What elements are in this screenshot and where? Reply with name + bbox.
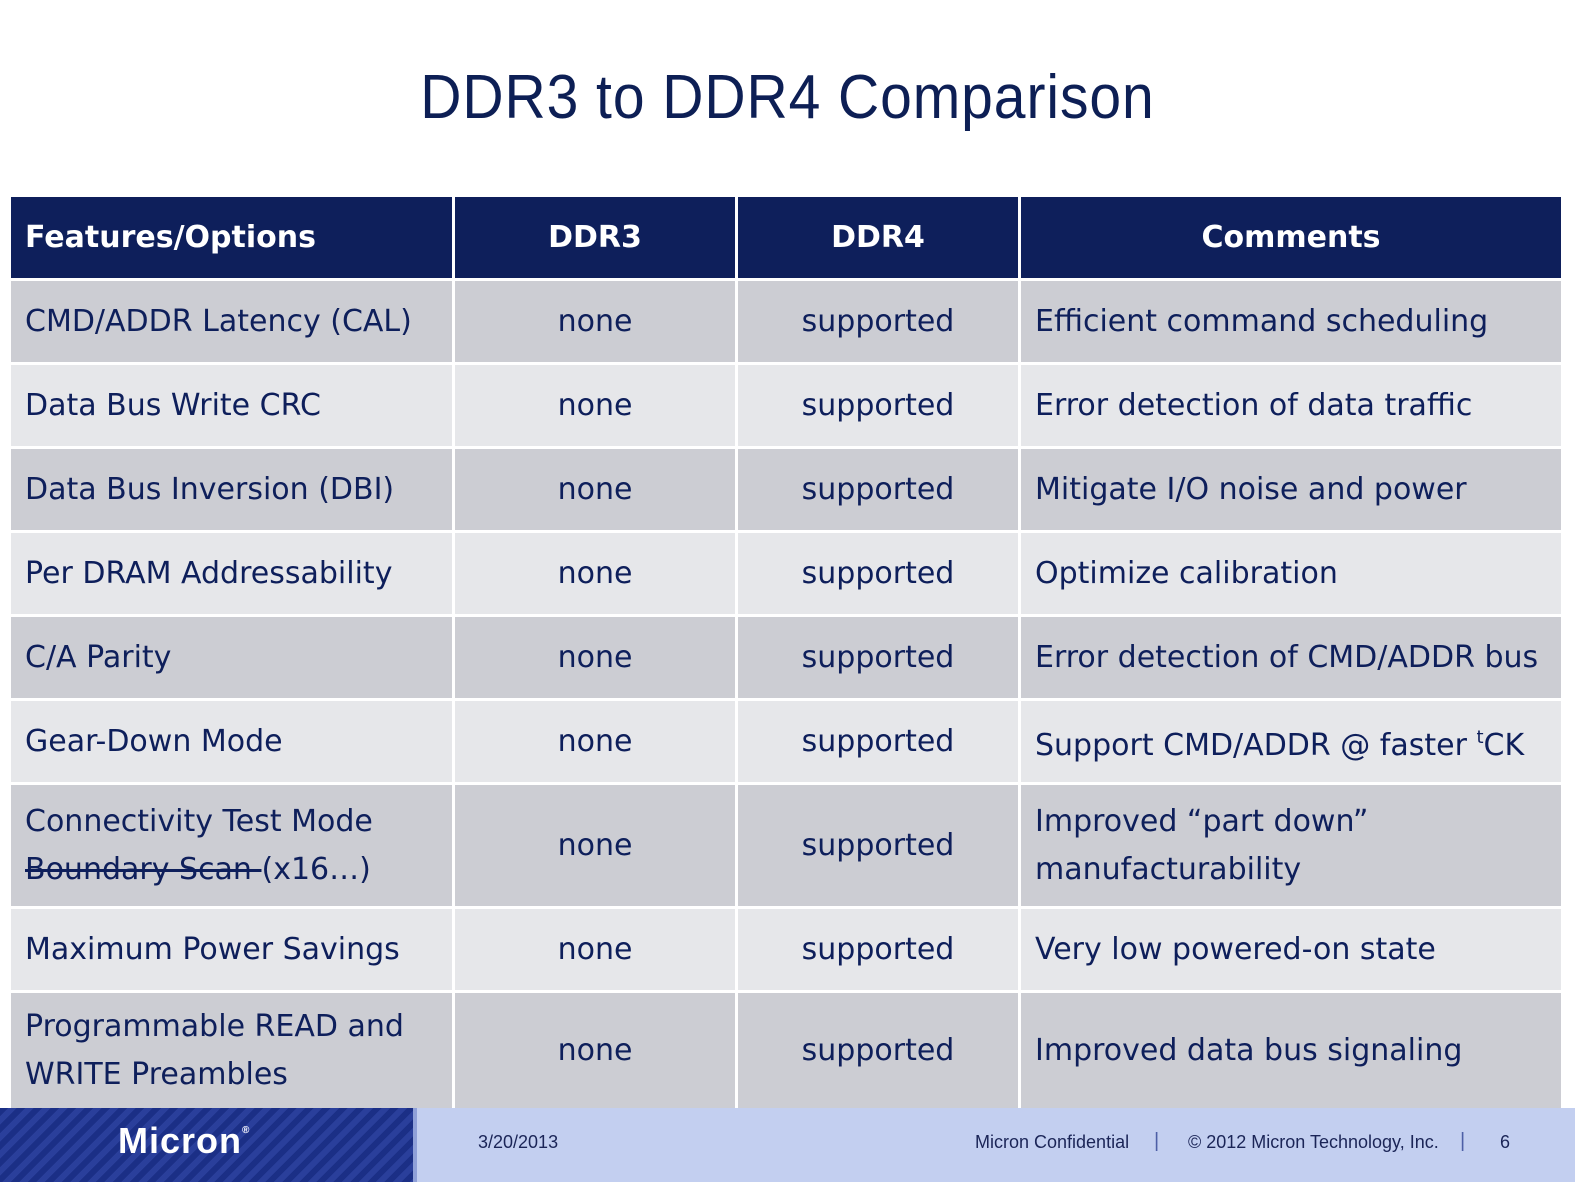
comment-cell: Error detection of data traffic — [1018, 362, 1564, 449]
comment-line: Improved “part down” — [1035, 803, 1369, 839]
header-comments: Comments — [1018, 194, 1564, 281]
table-row: Gear-Down Mode none supported Support CM… — [8, 698, 1564, 785]
comment-superscript: t — [1476, 726, 1484, 748]
ddr3-cell: none — [452, 362, 738, 449]
struck-text: Boundary Scan — [25, 851, 262, 887]
table-row: CMD/ADDR Latency (CAL) none supported Ef… — [8, 278, 1564, 365]
feature-cell: Maximum Power Savings — [8, 906, 455, 993]
table-row: Data Bus Write CRC none supported Error … — [8, 362, 1564, 449]
ddr3-cell: none — [452, 530, 738, 617]
ddr4-cell: supported — [735, 530, 1021, 617]
ddr3-cell: none — [452, 446, 738, 533]
ddr4-cell: supported — [735, 362, 1021, 449]
ddr4-cell: supported — [735, 614, 1021, 701]
ddr3-cell: none — [452, 990, 738, 1111]
table-row: Data Bus Inversion (DBI) none supported … — [8, 446, 1564, 533]
feature-line: WRITE Preambles — [25, 1056, 288, 1092]
table-header-row: Features/Options DDR3 DDR4 Comments — [8, 194, 1564, 281]
ddr4-cell: supported — [735, 278, 1021, 365]
slide-footer: Micron® 3/20/2013 Micron Confidential | … — [0, 1108, 1575, 1182]
comment-text: Support CMD/ADDR @ faster — [1035, 727, 1477, 763]
footer-separator: | — [1154, 1130, 1160, 1152]
ddr4-cell: supported — [735, 782, 1021, 909]
logo-registered-mark: ® — [242, 1125, 251, 1136]
ddr3-cell: none — [452, 698, 738, 785]
footer-copyright: © 2012 Micron Technology, Inc. — [1188, 1132, 1439, 1152]
table-row: Maximum Power Savings none supported Ver… — [8, 906, 1564, 993]
table-row: Per DRAM Addressability none supported O… — [8, 530, 1564, 617]
ddr4-cell: supported — [735, 446, 1021, 533]
feature-line: Programmable READ and — [25, 1008, 404, 1044]
feature-cell: Programmable READ and WRITE Preambles — [8, 990, 455, 1111]
ddr3-cell: none — [452, 782, 738, 909]
logo-panel: Micron® — [0, 1108, 417, 1182]
comment-cell: Optimize calibration — [1018, 530, 1564, 617]
header-ddr4: DDR4 — [735, 194, 1021, 281]
table-row: Programmable READ and WRITE Preambles no… — [8, 990, 1564, 1111]
feature-cell: Gear-Down Mode — [8, 698, 455, 785]
comment-cell: Error detection of CMD/ADDR bus — [1018, 614, 1564, 701]
ddr4-cell: supported — [735, 906, 1021, 993]
feature-cell: Data Bus Write CRC — [8, 362, 455, 449]
comment-tail: CK — [1483, 727, 1525, 763]
table-row: C/A Parity none supported Error detectio… — [8, 614, 1564, 701]
feature-cell: C/A Parity — [8, 614, 455, 701]
feature-cell: Per DRAM Addressability — [8, 530, 455, 617]
feature-line: Connectivity Test Mode — [25, 803, 373, 839]
comment-cell: Support CMD/ADDR @ faster tCK — [1018, 698, 1564, 785]
comment-cell: Mitigate I/O noise and power — [1018, 446, 1564, 533]
comment-cell: Efficient command scheduling — [1018, 278, 1564, 365]
comment-line: manufacturability — [1035, 851, 1302, 887]
micron-logo: Micron® — [118, 1120, 250, 1162]
footer-confidential: Micron Confidential — [975, 1132, 1130, 1152]
ddr4-cell: supported — [735, 990, 1021, 1111]
ddr3-cell: none — [452, 614, 738, 701]
header-ddr3: DDR3 — [452, 194, 738, 281]
feature-cell: Connectivity Test Mode Boundary Scan (x1… — [8, 782, 455, 909]
feature-cell: CMD/ADDR Latency (CAL) — [8, 278, 455, 365]
footer-separator: | — [1460, 1130, 1466, 1152]
comparison-table: Features/Options DDR3 DDR4 Comments CMD/… — [8, 194, 1564, 1111]
comment-cell: Improved data bus signaling — [1018, 990, 1564, 1111]
ddr3-cell: none — [452, 278, 738, 365]
table-row: Connectivity Test Mode Boundary Scan (x1… — [8, 782, 1564, 909]
footer-page-number: 6 — [1500, 1132, 1511, 1152]
feature-tail: (x16…) — [261, 851, 371, 887]
comment-cell: Improved “part down” manufacturability — [1018, 782, 1564, 909]
header-features: Features/Options — [8, 194, 455, 281]
feature-line: Boundary Scan (x16…) — [25, 846, 438, 894]
footer-date: 3/20/2013 — [478, 1132, 559, 1152]
comment-cell: Very low powered-on state — [1018, 906, 1564, 993]
logo-wordmark: Micron — [118, 1120, 243, 1161]
ddr4-cell: supported — [735, 698, 1021, 785]
slide-title: DDR3 to DDR4 Comparison — [420, 63, 1155, 132]
feature-cell: Data Bus Inversion (DBI) — [8, 446, 455, 533]
ddr3-cell: none — [452, 906, 738, 993]
